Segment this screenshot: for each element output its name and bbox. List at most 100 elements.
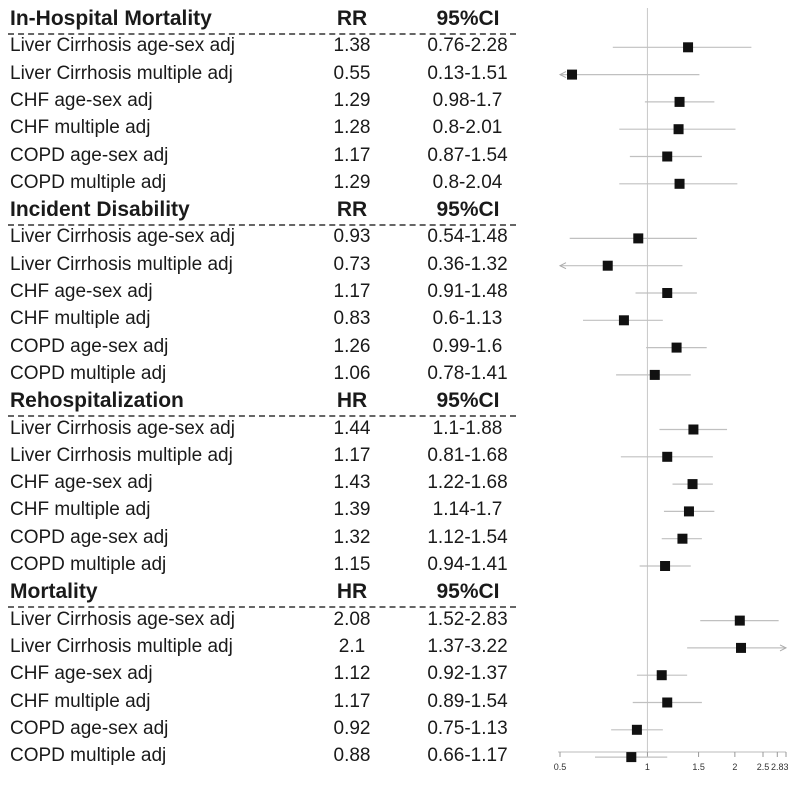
row-label: CHF multiple adj — [10, 308, 151, 330]
row-label: COPD multiple adj — [10, 362, 167, 384]
row-label: Liver Cirrhosis age-sex adj — [10, 35, 235, 57]
row-estimate: 0.55 — [333, 62, 371, 84]
row-label: COPD age-sex adj — [10, 335, 169, 357]
row-ci: 1.1-1.88 — [432, 417, 503, 439]
row-ci: 0.91-1.48 — [427, 281, 508, 302]
point-estimate — [662, 151, 673, 162]
point-estimate — [688, 424, 699, 435]
row-ci: 0.8-2.04 — [432, 171, 503, 193]
row-label: COPD multiple adj — [10, 554, 167, 575]
point-estimate — [674, 178, 685, 189]
point-estimate — [660, 561, 671, 571]
row-label: Liver Cirrhosis age-sex adj — [10, 226, 235, 248]
section-divider — [8, 415, 516, 418]
row-ci: 0.13-1.51 — [427, 62, 508, 84]
row-ci: 1.22-1.68 — [427, 472, 508, 494]
section-title: In-Hospital Mortality — [10, 7, 212, 30]
row-label: CHF multiple adj — [10, 690, 151, 712]
row-ci: 0.92-1.37 — [427, 663, 508, 685]
point-estimate — [662, 697, 673, 708]
point-estimate — [736, 642, 747, 653]
row-ci: 0.6-1.13 — [432, 308, 503, 330]
row-estimate: 2.08 — [333, 608, 371, 630]
row-estimate: 1.38 — [333, 35, 371, 57]
row-estimate: 1.17 — [333, 690, 371, 712]
section-divider — [8, 606, 516, 609]
row-estimate: 1.44 — [333, 417, 371, 439]
row-label: COPD multiple adj — [10, 745, 167, 767]
row-ci: 0.78-1.41 — [427, 362, 508, 384]
point-estimate — [687, 479, 698, 490]
row-ci: 1.52-2.83 — [427, 608, 508, 630]
row-label: Liver Cirrhosis multiple adj — [10, 253, 233, 275]
point-estimate — [602, 260, 613, 271]
row-estimate: 1.26 — [333, 335, 371, 357]
measure-header: HR — [336, 389, 368, 413]
row-ci: 0.89-1.54 — [427, 690, 508, 712]
row-ci: 0.54-1.48 — [427, 226, 508, 248]
point-estimate — [626, 752, 637, 763]
row-estimate: 1.17 — [333, 281, 371, 302]
x-tick-label: 0.5 — [554, 762, 567, 772]
row-estimate: 1.15 — [333, 554, 371, 575]
ci-header: 95%CI — [436, 198, 500, 222]
row-label: CHF multiple adj — [10, 499, 151, 521]
section-divider — [8, 224, 516, 227]
ci-arrow-left — [558, 262, 567, 270]
x-tick-label: 2.5 — [757, 762, 770, 772]
row-ci: 0.81-1.68 — [427, 444, 508, 466]
row-label: COPD age-sex adj — [10, 717, 169, 739]
point-estimate — [677, 533, 688, 544]
row-estimate: 1.32 — [333, 526, 371, 548]
row-estimate: 0.92 — [333, 717, 371, 739]
row-label: COPD age-sex adj — [10, 144, 169, 166]
point-estimate — [662, 288, 673, 298]
row-ci: 0.66-1.17 — [427, 745, 508, 767]
point-estimate — [656, 670, 667, 681]
row-ci: 1.14-1.7 — [432, 499, 503, 521]
measure-header: HR — [336, 580, 368, 604]
section-title: Rehospitalization — [10, 389, 184, 413]
row-ci: 0.94-1.41 — [427, 554, 508, 575]
row-label: CHF age-sex adj — [10, 663, 153, 685]
row-label: Liver Cirrhosis age-sex adj — [10, 417, 235, 439]
row-ci: 0.36-1.32 — [427, 253, 508, 275]
ci-header: 95%CI — [436, 580, 500, 604]
row-estimate: 1.17 — [333, 444, 371, 466]
section-title: Mortality — [10, 580, 98, 604]
section-title: Incident Disability — [10, 198, 190, 222]
row-estimate: 1.06 — [333, 362, 371, 384]
row-ci: 0.76-2.28 — [427, 35, 508, 57]
row-ci: 0.98-1.7 — [432, 89, 503, 111]
section-divider — [8, 33, 516, 35]
point-estimate — [671, 342, 682, 353]
row-ci: 0.75-1.13 — [427, 717, 508, 739]
ci-header: 95%CI — [436, 389, 500, 413]
row-label: Liver Cirrhosis multiple adj — [10, 444, 233, 466]
row-label: CHF multiple adj — [10, 117, 151, 139]
row-ci: 0.8-2.01 — [432, 117, 503, 139]
ci-arrow-right — [779, 644, 788, 652]
row-estimate: 1.43 — [333, 472, 371, 494]
point-estimate — [674, 96, 685, 107]
row-label: Liver Cirrhosis age-sex adj — [10, 608, 235, 630]
measure-header: RR — [336, 7, 368, 30]
row-label: COPD age-sex adj — [10, 526, 169, 548]
row-estimate: 1.29 — [333, 171, 371, 193]
row-estimate: 0.88 — [333, 745, 371, 767]
row-estimate: 0.83 — [333, 308, 371, 330]
row-estimate: 0.73 — [333, 253, 371, 275]
point-estimate — [662, 451, 673, 462]
row-label: CHF age-sex adj — [10, 89, 153, 111]
row-estimate: 1.39 — [333, 499, 371, 521]
x-tick-label: 3 — [783, 762, 788, 772]
row-ci: 1.12-1.54 — [427, 526, 508, 548]
row-label: COPD multiple adj — [10, 171, 167, 193]
x-tick-label: 2 — [732, 762, 737, 772]
row-estimate: 1.29 — [333, 89, 371, 111]
row-estimate: 1.17 — [333, 144, 371, 166]
point-estimate — [633, 233, 644, 244]
row-label: Liver Cirrhosis multiple adj — [10, 635, 233, 657]
row-ci: 0.99-1.6 — [432, 335, 503, 357]
row-estimate: 2.1 — [338, 635, 366, 657]
